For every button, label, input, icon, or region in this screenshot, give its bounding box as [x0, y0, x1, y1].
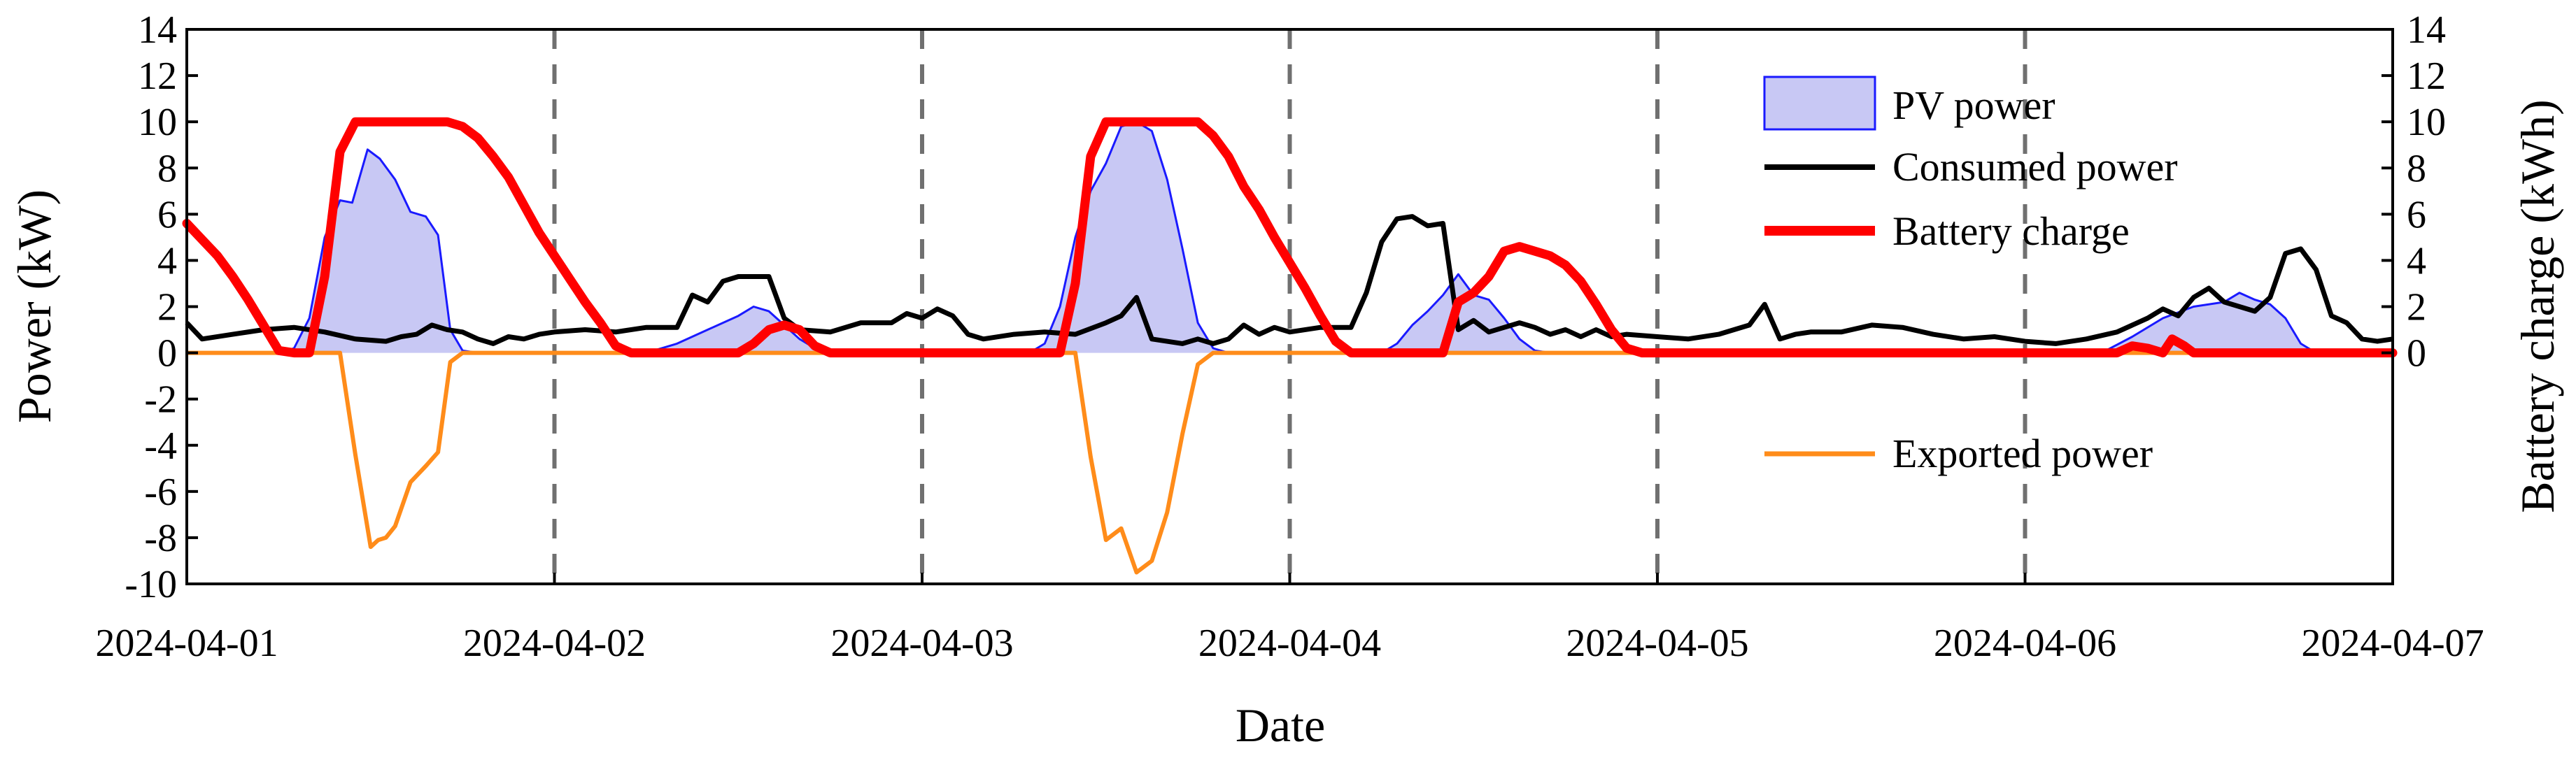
y-left-tick-label: -6: [144, 471, 177, 514]
series-battery-charge-line: [182, 117, 2398, 358]
series-lines: [182, 117, 2398, 575]
x-axis-ticks: 2024-04-01 2024-04-02 2024-04-03 2024-04-04…: [95, 573, 2484, 665]
y-right-tick-label: 2: [2407, 286, 2426, 329]
y-left-tick-label: 4: [157, 239, 177, 283]
y-left-tick-label: -4: [144, 424, 177, 468]
legend-swatch-pv-power: [1763, 76, 1876, 131]
y-left-tick-label: 2: [157, 286, 177, 329]
y-right-tick-label: 4: [2407, 239, 2426, 283]
series-pv-power-outline: [187, 120, 2393, 355]
y-right-tick-label: 0: [2407, 332, 2426, 376]
y-left-tick-label: 0: [157, 332, 177, 376]
x-axis-title: Date: [1236, 699, 1325, 752]
y-left-tick-label: 10: [138, 101, 177, 144]
legend-label-pv-power: PV power: [1892, 83, 2055, 128]
x-tick-label: 2024-04-01: [95, 622, 278, 665]
legend: PV power Consumed power Battery charge E…: [1763, 76, 2178, 476]
legend-label-battery-charge: Battery charge: [1892, 208, 2130, 254]
y-axis-left-title: Power (kW): [8, 190, 61, 423]
y-axis-right-title: Battery charge (kWh): [2511, 99, 2564, 513]
x-tick-label: 2024-04-06: [1934, 622, 2116, 665]
y-left-tick-label: -2: [144, 378, 177, 422]
series-consumed-power-line: [185, 214, 2393, 346]
legend-label-exported-power: Exported power: [1892, 431, 2153, 476]
day-dividers: [552, 29, 2027, 584]
y-right-tick-label: 8: [2407, 147, 2426, 190]
y-left-tick-label: 14: [138, 8, 177, 52]
pv-power-layer: [187, 120, 2393, 355]
y-left-tick-label: -8: [144, 517, 177, 560]
y-left-tick-label: 6: [157, 193, 177, 236]
y-left-tick-label: 12: [138, 55, 177, 98]
y-left-tick-label: 8: [157, 147, 177, 190]
x-tick-label: 2024-04-02: [463, 622, 646, 665]
y-left-tick-label: -10: [125, 563, 177, 606]
x-tick-label: 2024-04-03: [830, 622, 1013, 665]
y-right-tick-label: 14: [2407, 8, 2446, 52]
series-pv-power-area: [187, 122, 2393, 353]
x-tick-label: 2024-04-05: [1566, 622, 1748, 665]
legend-label-consumed-power: Consumed power: [1892, 144, 2178, 190]
y-right-tick-label: 6: [2407, 193, 2426, 236]
y-right-tick-label: 10: [2407, 101, 2446, 144]
x-tick-label: 2024-04-04: [1198, 622, 1381, 665]
x-tick-label: 2024-04-07: [2301, 622, 2484, 665]
y-right-tick-label: 12: [2407, 55, 2446, 98]
